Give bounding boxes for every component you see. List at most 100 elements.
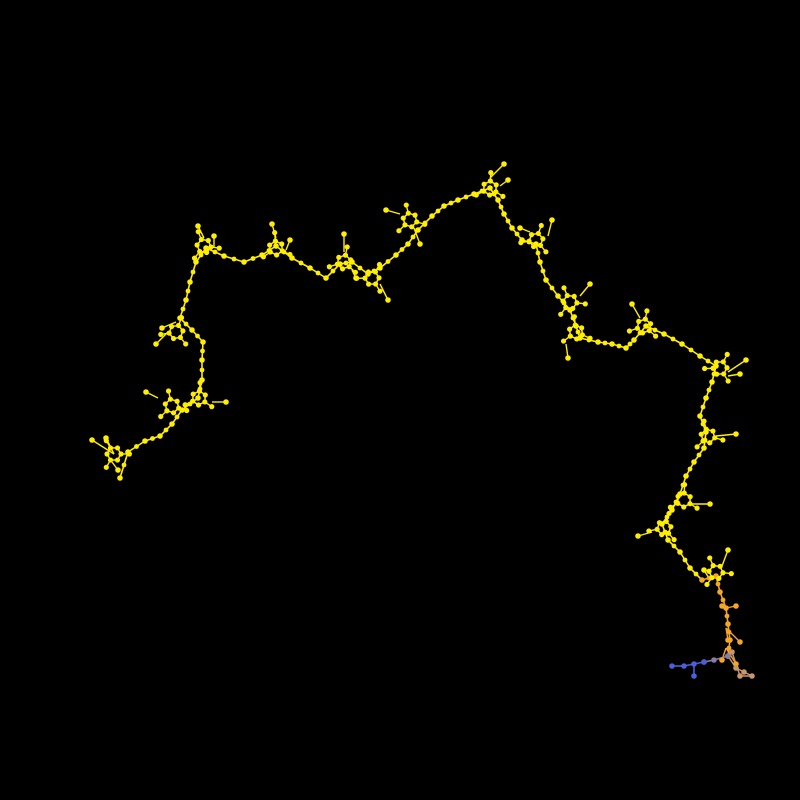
atom bbox=[663, 518, 669, 524]
atom bbox=[705, 358, 711, 364]
atom bbox=[531, 243, 537, 250]
atom bbox=[719, 603, 725, 609]
atom bbox=[199, 357, 205, 363]
atom bbox=[481, 188, 487, 194]
atom bbox=[702, 365, 708, 372]
atom bbox=[665, 530, 672, 536]
atom bbox=[481, 181, 487, 187]
atom bbox=[561, 285, 567, 291]
atom bbox=[183, 341, 189, 347]
atom bbox=[287, 237, 293, 243]
atom bbox=[535, 250, 541, 256]
atom bbox=[330, 268, 336, 274]
atom bbox=[402, 222, 408, 228]
atom bbox=[279, 241, 285, 247]
atom bbox=[681, 504, 687, 510]
atom bbox=[666, 510, 672, 517]
atom bbox=[683, 473, 689, 479]
atom bbox=[405, 210, 411, 216]
atom bbox=[104, 451, 110, 457]
atom bbox=[728, 571, 734, 577]
atom bbox=[720, 570, 726, 576]
atom bbox=[652, 327, 658, 333]
atom bbox=[517, 225, 523, 231]
atom bbox=[675, 500, 681, 506]
atom bbox=[691, 661, 697, 667]
atom bbox=[721, 371, 727, 377]
atom bbox=[493, 189, 499, 195]
atom bbox=[463, 194, 469, 200]
atom bbox=[669, 663, 675, 669]
atom bbox=[298, 260, 304, 266]
atom bbox=[174, 398, 180, 404]
atom bbox=[134, 444, 139, 449]
atom bbox=[697, 353, 703, 359]
atom bbox=[703, 395, 709, 401]
atom bbox=[558, 311, 564, 317]
atom bbox=[200, 348, 205, 354]
atom bbox=[701, 659, 707, 665]
atom bbox=[749, 673, 755, 679]
atom bbox=[710, 365, 716, 371]
atom bbox=[199, 367, 205, 373]
atom bbox=[724, 351, 730, 358]
atom bbox=[653, 333, 659, 339]
atom bbox=[733, 665, 739, 671]
atom bbox=[415, 227, 421, 233]
atom bbox=[260, 254, 266, 260]
atom bbox=[700, 438, 706, 444]
atom bbox=[177, 334, 184, 341]
atom bbox=[656, 520, 663, 526]
atom bbox=[187, 279, 193, 285]
atom bbox=[670, 336, 676, 342]
atom bbox=[121, 462, 127, 468]
atom bbox=[661, 331, 667, 337]
atom bbox=[376, 275, 382, 281]
atom bbox=[729, 649, 735, 655]
atom bbox=[339, 266, 346, 272]
atom bbox=[514, 231, 520, 237]
atom bbox=[205, 237, 211, 244]
atom bbox=[409, 224, 415, 230]
atom bbox=[448, 200, 454, 206]
atom bbox=[579, 332, 585, 338]
atom bbox=[107, 445, 114, 451]
atom bbox=[399, 247, 405, 252]
atom bbox=[435, 208, 441, 214]
atom bbox=[572, 322, 578, 328]
atom bbox=[560, 338, 567, 344]
atom bbox=[221, 253, 227, 259]
atom bbox=[373, 281, 379, 287]
atom bbox=[711, 657, 717, 663]
atom bbox=[176, 405, 182, 411]
atom bbox=[710, 428, 716, 434]
atom bbox=[441, 203, 447, 209]
atom bbox=[191, 255, 198, 261]
atom bbox=[184, 407, 190, 414]
atom bbox=[287, 251, 293, 258]
atom bbox=[344, 244, 350, 250]
atom bbox=[231, 256, 237, 262]
atom bbox=[543, 249, 549, 255]
atom bbox=[190, 269, 196, 275]
atom bbox=[169, 421, 175, 427]
atom bbox=[571, 293, 577, 300]
atom bbox=[717, 589, 723, 595]
atom bbox=[195, 229, 201, 235]
atom bbox=[334, 261, 340, 267]
atom bbox=[679, 341, 685, 347]
atom bbox=[694, 444, 700, 450]
atom bbox=[694, 505, 700, 511]
atom bbox=[528, 232, 535, 238]
atom bbox=[560, 298, 566, 304]
bond bbox=[413, 227, 421, 245]
atom bbox=[417, 241, 423, 247]
atom bbox=[352, 269, 359, 275]
atom bbox=[743, 357, 749, 363]
atom bbox=[274, 252, 280, 258]
atom bbox=[675, 493, 681, 499]
atom bbox=[696, 452, 702, 458]
atom bbox=[701, 418, 707, 424]
bond bbox=[91, 439, 115, 455]
atom bbox=[202, 392, 208, 398]
